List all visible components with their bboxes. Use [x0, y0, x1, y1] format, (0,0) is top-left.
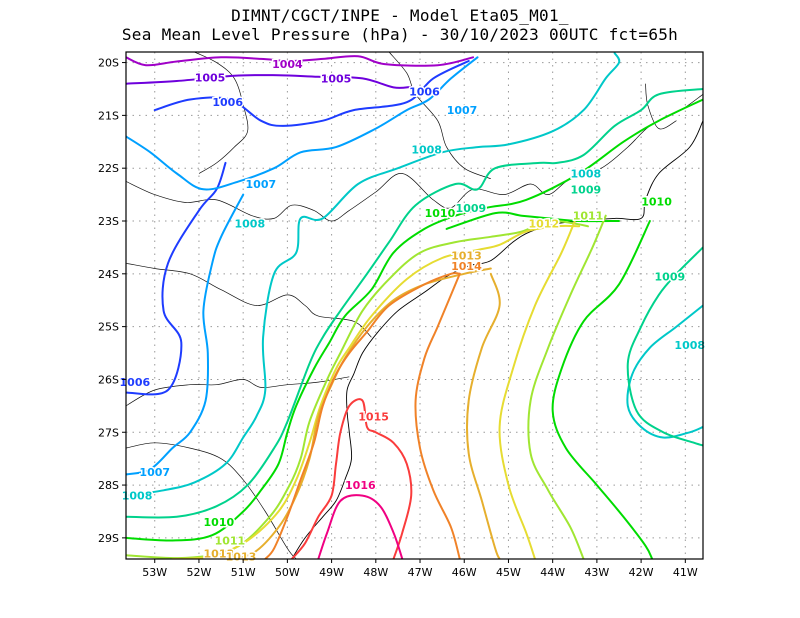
contour-line-1013: [220, 267, 492, 559]
contour-line-1016: [317, 494, 404, 559]
contour-label: 1005: [321, 72, 352, 85]
contour-label: 1008: [674, 339, 705, 352]
contour-line-1006: [126, 161, 227, 396]
x-tick-label: 43W: [584, 566, 609, 579]
contour-line-1011: [527, 214, 607, 559]
contour-line-1008: [626, 304, 703, 439]
contour-line-1012: [498, 220, 576, 559]
contour-label: 1010: [641, 195, 672, 208]
contour-label: 1013: [451, 249, 482, 262]
contour-label: 1007: [246, 178, 277, 191]
contour-line-1014: [264, 272, 461, 559]
state-border: [126, 376, 350, 407]
state-border: [645, 83, 677, 130]
contour-label: 1008: [411, 144, 442, 157]
contour-line-1010: [445, 211, 620, 230]
y-tick-label: 23S: [98, 215, 119, 228]
y-tick-label: 21S: [98, 109, 119, 122]
y-tick-label: 26S: [98, 373, 119, 386]
x-tick-label: 45W: [496, 566, 521, 579]
contour-line-1011: [126, 219, 589, 559]
contour-label: 1004: [272, 58, 303, 71]
contour-line-1009: [126, 88, 703, 519]
contour-line-1015: [290, 398, 413, 559]
contour-line-1006: [153, 60, 470, 127]
contour-label: 1014: [451, 260, 482, 273]
x-tick-label: 53W: [142, 566, 167, 579]
state-border: [194, 52, 249, 174]
contour-label: 1009: [456, 202, 487, 215]
contour-label: 1009: [655, 270, 686, 283]
contour-line-1007: [126, 56, 479, 191]
contour-line-1010: [551, 220, 654, 559]
contour-labels: 1004 1005 1005 1006 1006 1006 1007 1007 1007 1008…: [118, 57, 707, 565]
contour-label: 1006: [409, 86, 440, 99]
x-tick-label: 50W: [275, 566, 300, 579]
state-border: [126, 94, 703, 222]
x-tick-label: 46W: [452, 566, 477, 579]
y-tick-label: 22S: [98, 162, 119, 175]
state-border: [126, 442, 297, 559]
contour-label: 1008: [571, 167, 602, 180]
chart-title-line-1: DIMNT/CGCT/INPE - Model Eta05_M01_: [231, 6, 569, 25]
y-tick-label: 20S: [98, 57, 119, 70]
contour-label: 1008: [234, 218, 265, 231]
plot-frame: [125, 51, 704, 560]
x-tick-label: 41W: [673, 566, 698, 579]
contour-label: 1009: [571, 183, 602, 196]
contour-line-1007: [126, 193, 245, 476]
x-tick-label: 51W: [231, 566, 256, 579]
contour-line-1014: [414, 272, 461, 559]
contour-label: 1013: [226, 550, 257, 563]
contour-label: 1008: [122, 490, 153, 503]
y-tick-label: 28S: [98, 479, 119, 492]
contour-line-1009: [626, 246, 703, 447]
geography-layer: [126, 52, 703, 559]
contour-label: 1007: [447, 104, 478, 117]
contour-lines: [126, 52, 703, 559]
y-tick-label: 24S: [98, 268, 119, 281]
coastline: [291, 120, 703, 559]
x-axis-ticks: 53W 52W 51W 50W 49W 48W 47W 46W 45W 44W 43W 42W 41W: [142, 559, 698, 579]
chart-title-line-2: Sea Mean Level Pressure (hPa) - 30/10/20…: [121, 25, 679, 44]
contour-line-1005: [126, 74, 413, 89]
contour-label: 1006: [120, 376, 151, 389]
grid-lines: [126, 52, 703, 559]
x-tick-label: 49W: [319, 566, 344, 579]
x-tick-label: 52W: [187, 566, 212, 579]
contour-label: 1016: [345, 479, 376, 492]
x-tick-label: 44W: [540, 566, 565, 579]
contour-label: 1010: [425, 207, 456, 220]
contour-label: 1012: [529, 218, 560, 231]
contour-label: 1005: [195, 71, 226, 84]
contour-label: 1007: [139, 466, 170, 479]
state-border: [388, 52, 491, 180]
contour-line-1010: [126, 98, 703, 542]
contour-label: 1013: [204, 548, 235, 561]
contour-label: 1010: [204, 516, 235, 529]
contour-label: 1006: [212, 96, 243, 109]
contour-line-1012: [171, 224, 581, 559]
y-tick-label: 25S: [98, 321, 119, 334]
y-axis-ticks: 20S 21S 22S 23S 24S 25S 26S 27S 28S 29S: [98, 57, 126, 545]
x-tick-label: 48W: [363, 566, 388, 579]
contour-label: 1011: [573, 210, 604, 223]
contour-line-1004: [126, 55, 475, 67]
x-tick-label: 42W: [629, 566, 654, 579]
contour-line-1013: [466, 272, 501, 559]
x-tick-label: 47W: [408, 566, 433, 579]
contour-label: 1015: [358, 410, 389, 423]
y-tick-label: 27S: [98, 426, 119, 439]
y-tick-label: 29S: [98, 532, 119, 545]
contour-line-1008: [126, 52, 621, 497]
contour-label: 1011: [215, 535, 246, 548]
